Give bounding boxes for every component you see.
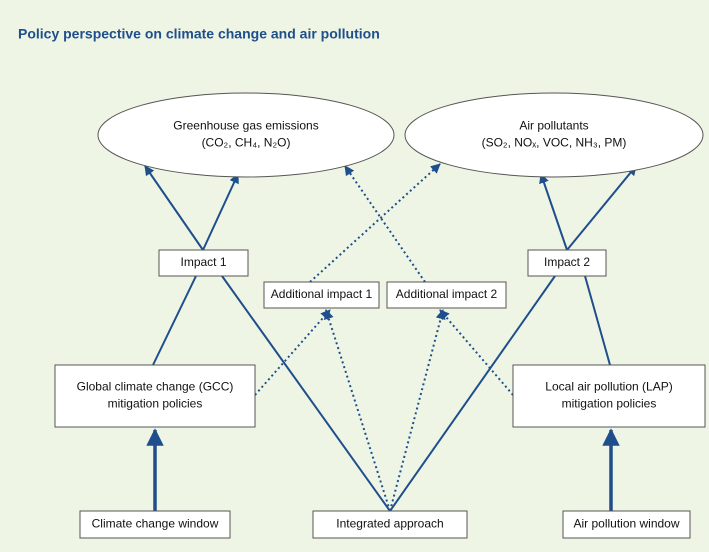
node-label: Additional impact 2 — [396, 287, 498, 301]
box-node — [54, 364, 256, 428]
box-node — [562, 510, 691, 539]
node-label: Greenhouse gas emissions — [173, 119, 318, 133]
node-label: Impact 2 — [544, 255, 590, 269]
node-label: Air pollutants — [519, 119, 588, 133]
ellipse-node — [97, 92, 395, 178]
ellipse-node — [404, 92, 704, 178]
node-label: mitigation policies — [562, 397, 657, 411]
node-label: Additional impact 1 — [271, 287, 373, 301]
node-label: (SO₂, NOₓ, VOC, NH₃, PM) — [482, 136, 627, 150]
box-node — [79, 510, 231, 539]
box-node — [386, 281, 507, 309]
box-node — [512, 364, 706, 428]
title: Policy perspective on climate change and… — [18, 26, 380, 42]
box-node — [527, 249, 607, 277]
node-label: Integrated approach — [336, 517, 443, 531]
node-label: Global climate change (GCC) — [77, 380, 234, 394]
box-node — [263, 281, 380, 309]
node-label: mitigation policies — [108, 397, 203, 411]
node-label: Local air pollution (LAP) — [545, 380, 672, 394]
node-label: (CO₂, CH₄, N₂O) — [202, 136, 291, 150]
connectors — [144, 163, 637, 512]
node-label: Climate change window — [92, 517, 219, 531]
node-label: Air pollution window — [573, 517, 679, 531]
box-node — [312, 510, 468, 539]
node-label: Impact 1 — [180, 255, 226, 269]
box-node — [158, 249, 249, 277]
